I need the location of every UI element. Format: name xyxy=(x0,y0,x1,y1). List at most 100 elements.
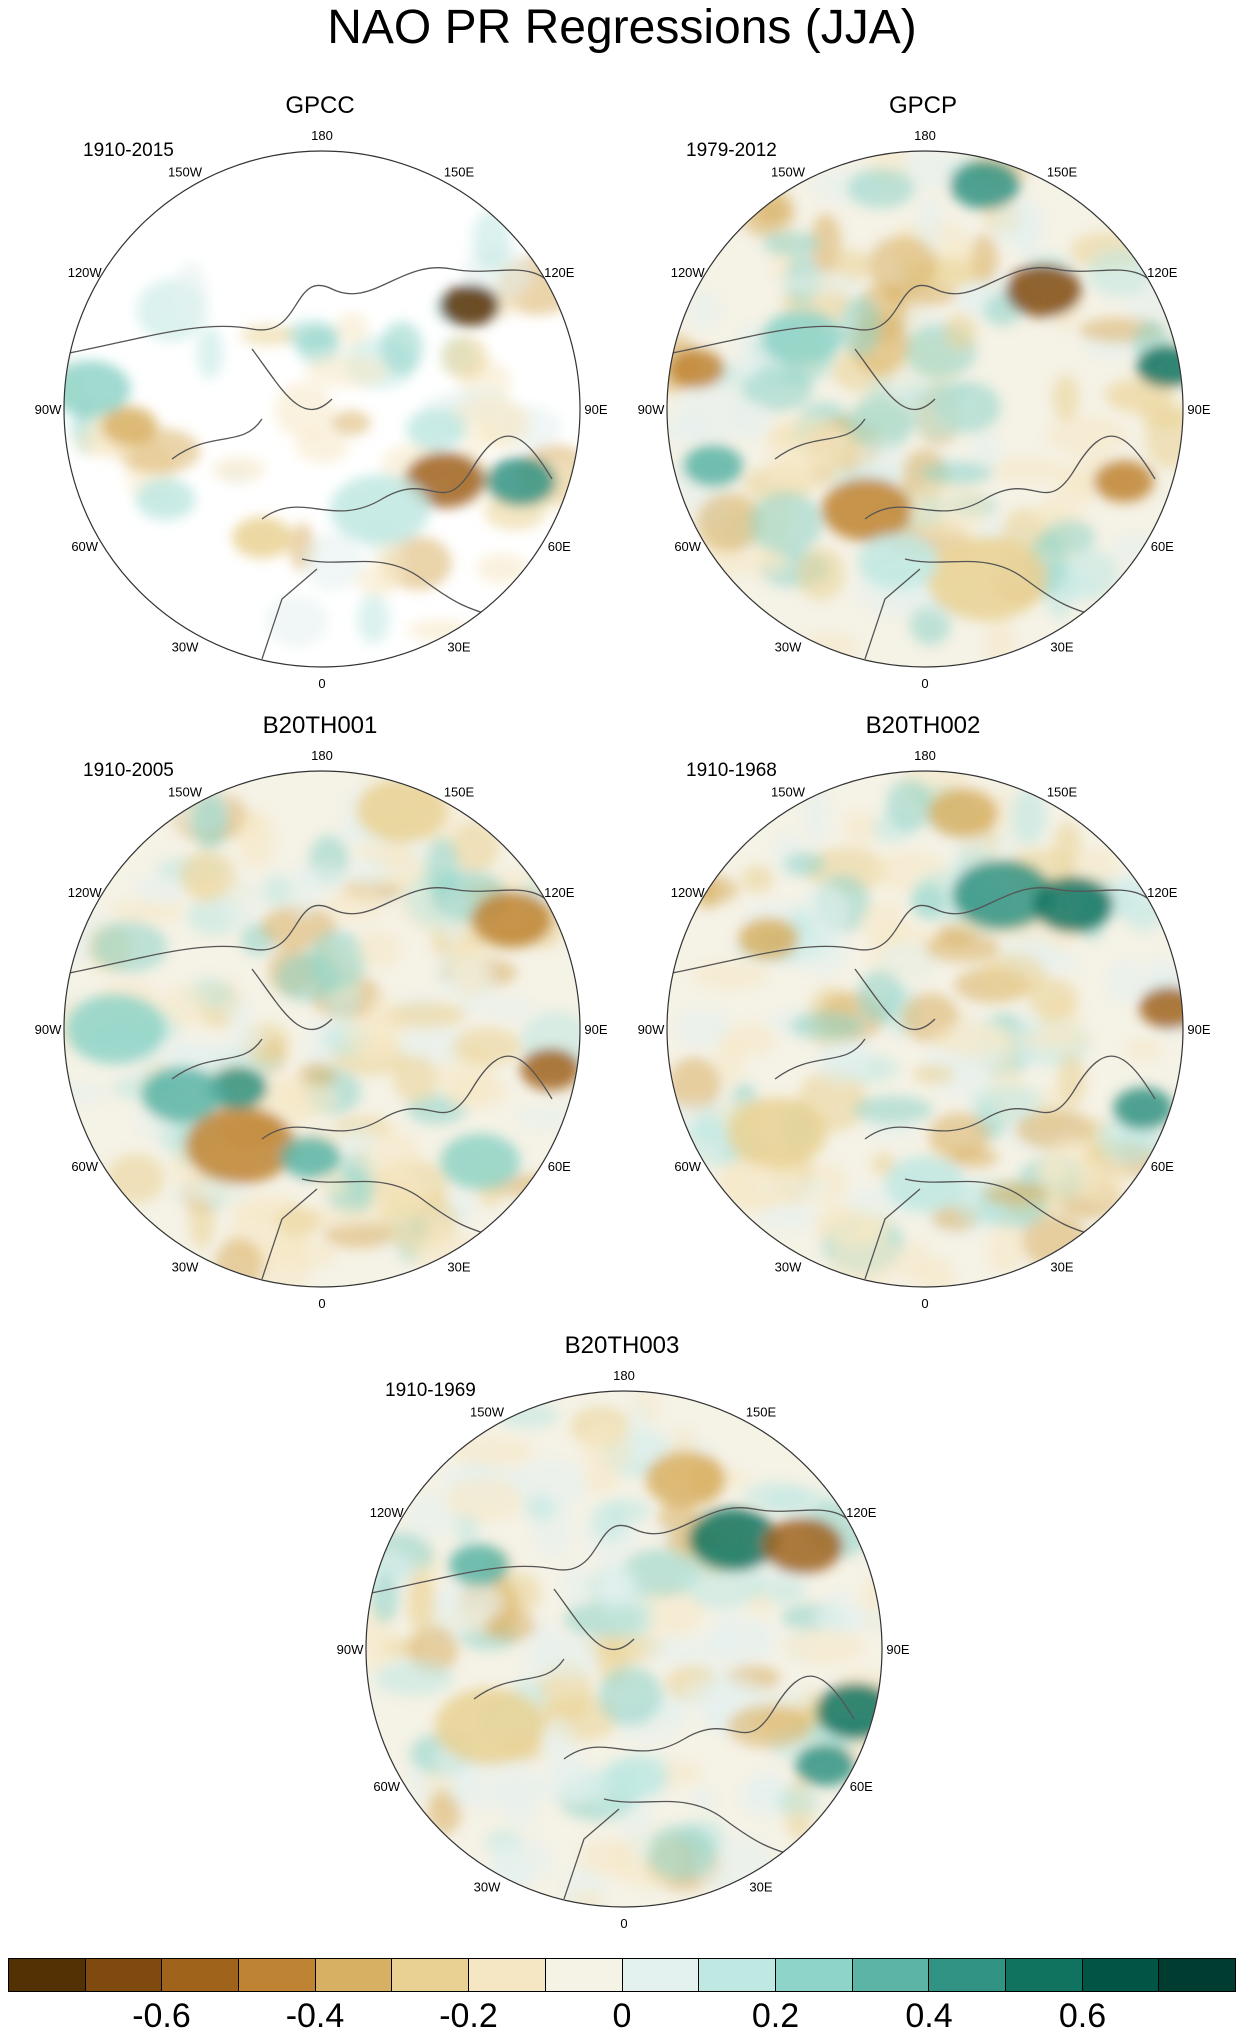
field-cell xyxy=(687,292,722,327)
field-cell xyxy=(211,456,267,482)
field-cell xyxy=(356,929,402,969)
colorbar-swatch xyxy=(392,1959,470,1991)
anomaly-blob xyxy=(795,1744,856,1787)
longitude-label: 90W xyxy=(35,402,62,417)
field-cell xyxy=(447,1073,509,1109)
longitude-label: 120W xyxy=(671,265,706,280)
field-cell xyxy=(370,1174,430,1220)
anomaly-blob xyxy=(738,917,799,960)
panel-period: 1910-1968 xyxy=(686,760,777,781)
longitude-label: 30E xyxy=(1050,1259,1073,1274)
field-cell xyxy=(448,1778,525,1809)
field-cell xyxy=(789,1011,865,1040)
longitude-label: 60W xyxy=(674,1159,701,1174)
longitude-label: 180 xyxy=(311,128,333,143)
longitude-label: 60W xyxy=(674,539,701,554)
field-cell xyxy=(339,1126,378,1154)
field-cell xyxy=(169,1180,250,1206)
longitude-label: 60E xyxy=(1151,539,1174,554)
longitude-label: 120E xyxy=(544,885,575,900)
colorbar-tick-label: -0.2 xyxy=(439,1997,498,2035)
field-cell xyxy=(1058,548,1120,600)
field-cell xyxy=(886,778,934,831)
longitude-label: 150E xyxy=(1047,785,1078,800)
field-cell xyxy=(658,1501,698,1534)
longitude-label: 90E xyxy=(886,1642,909,1657)
field-cell xyxy=(620,1548,701,1597)
longitude-label: 90E xyxy=(584,402,607,417)
anomaly-blob xyxy=(1093,460,1154,503)
anomaly-blob xyxy=(926,536,1047,621)
field-cell xyxy=(433,1578,504,1634)
field-cell xyxy=(969,1084,1049,1122)
panel-period: 1910-2005 xyxy=(83,760,174,781)
field-cell xyxy=(598,1666,663,1726)
field-cell xyxy=(907,380,972,440)
colorbar-swatch xyxy=(9,1959,86,1991)
field-cell xyxy=(357,593,391,645)
field-cell xyxy=(275,1206,321,1238)
field-cell xyxy=(839,295,882,357)
anomaly-blob xyxy=(65,994,166,1064)
field-cell xyxy=(777,273,861,296)
panel-period: 1910-2015 xyxy=(83,140,174,161)
colorbar-swatch xyxy=(775,1959,853,1991)
field-cell xyxy=(543,1716,575,1767)
panel-title: B20TH001 xyxy=(262,712,378,739)
field-cell xyxy=(986,618,1015,667)
field-cell xyxy=(335,312,369,346)
polar-map: 180 150E 120E 90E 60E 30E 0 30W 60W 90W 120W 150W xyxy=(35,128,608,691)
field-cell xyxy=(1018,1028,1093,1053)
field-cell xyxy=(737,400,773,442)
precip-field xyxy=(366,1391,882,1907)
anomaly-blob xyxy=(668,349,725,389)
field-cell xyxy=(261,874,294,908)
field-cell xyxy=(392,1055,439,1103)
field-cell xyxy=(452,1027,522,1066)
field-cell xyxy=(298,1062,337,1089)
field-cell xyxy=(524,1494,556,1522)
field-cell xyxy=(305,353,389,389)
field-cell xyxy=(179,850,236,901)
field-cell xyxy=(911,883,947,920)
field-cell xyxy=(376,539,403,591)
longitude-label: 120W xyxy=(671,885,706,900)
field-cell xyxy=(970,431,1001,474)
field-cell xyxy=(485,1610,536,1642)
field-cell xyxy=(843,811,878,846)
anomaly-blob xyxy=(135,478,196,521)
map-boundary xyxy=(365,1390,883,1908)
map-boundary xyxy=(666,150,1184,668)
field-cell xyxy=(990,203,1041,248)
field-cell xyxy=(590,1501,629,1542)
field-cell xyxy=(452,1435,535,1468)
longitude-label: 30W xyxy=(172,639,199,654)
colorbar-tick-label: 0.4 xyxy=(905,1997,953,2035)
longitude-label: 120W xyxy=(68,885,103,900)
field-cell xyxy=(743,1481,810,1510)
colorbar-swatch xyxy=(699,1959,776,1991)
field-cell xyxy=(571,1889,604,1907)
field-cell xyxy=(607,1569,638,1605)
longitude-label: 150E xyxy=(444,165,475,180)
longitude-label: 120E xyxy=(544,265,575,280)
field-cell xyxy=(708,1612,765,1666)
longitude-label: 150W xyxy=(168,785,203,800)
longitude-label: 0 xyxy=(921,1296,928,1311)
colorbar-swatch xyxy=(1082,1959,1160,1991)
longitude-label: 150W xyxy=(168,165,203,180)
longitude-label: 120E xyxy=(1147,885,1178,900)
field-cell xyxy=(784,851,826,877)
field-cell xyxy=(1057,1053,1086,1108)
colorbar-swatch xyxy=(239,1959,316,1991)
field-cell xyxy=(741,865,775,893)
longitude-label: 180 xyxy=(613,1368,635,1383)
field-cell xyxy=(276,1239,338,1268)
anomaly-blob xyxy=(645,1451,726,1508)
field-cell xyxy=(1046,415,1128,456)
map-boundary xyxy=(666,770,1184,1288)
field-cell xyxy=(1028,977,1078,1022)
field-cell xyxy=(476,552,528,584)
field-cell xyxy=(762,231,820,257)
field-cell xyxy=(266,595,329,647)
